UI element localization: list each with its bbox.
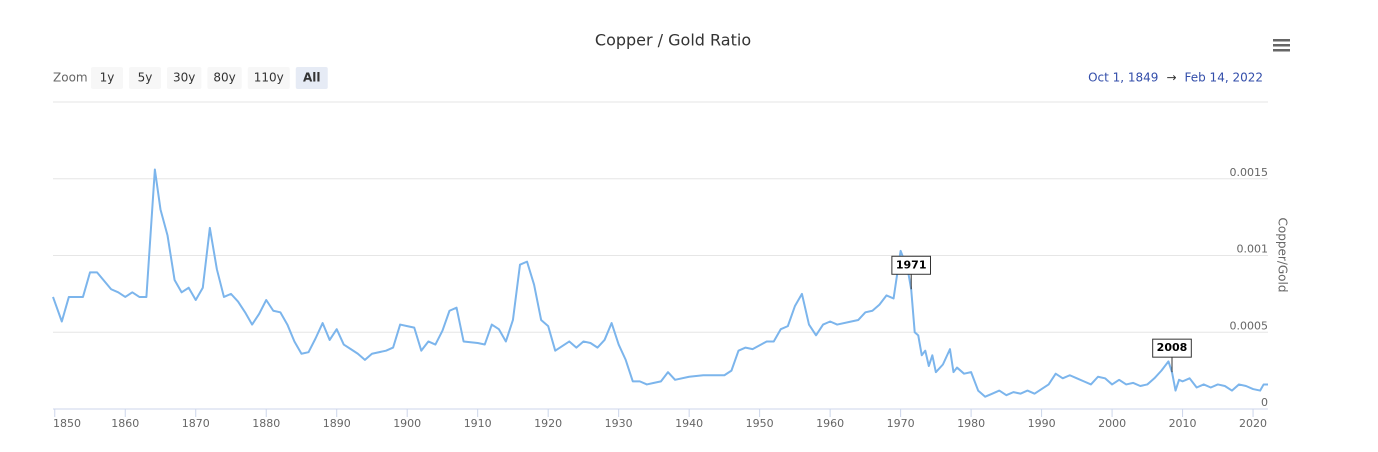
range-to[interactable]: Feb 14, 2022 <box>1185 71 1264 85</box>
zoom-button-label: 30y <box>173 71 195 85</box>
y-tick-label: 0.0015 <box>1230 166 1269 179</box>
x-tick-label: 2010 <box>1169 417 1197 430</box>
x-tick-label: 1970 <box>887 417 915 430</box>
zoom-button[interactable]: 1y <box>91 67 123 89</box>
annotation-label: 2008 <box>1157 341 1188 354</box>
zoom-button-bg <box>129 67 161 89</box>
x-tick-label: 1900 <box>393 417 421 430</box>
zoom-button-bg <box>91 67 123 89</box>
zoom-button[interactable]: 110y <box>247 67 290 89</box>
range-from[interactable]: Oct 1, 1849 <box>1088 71 1158 85</box>
menu-bar <box>1273 49 1290 52</box>
x-tick-label: 1910 <box>464 417 492 430</box>
x-tick-label: 2000 <box>1098 417 1126 430</box>
x-tick-label: 1880 <box>252 417 280 430</box>
zoom-button-bg <box>295 67 328 89</box>
zoom-button[interactable]: 80y <box>207 67 242 89</box>
x-tick-label: 1980 <box>957 417 985 430</box>
x-tick-label: 1890 <box>323 417 351 430</box>
annotation: 2008 <box>1152 338 1192 373</box>
zoom-button-label: All <box>303 71 321 85</box>
x-tick-label: 1940 <box>675 417 703 430</box>
zoom-button[interactable]: All <box>295 67 328 89</box>
x-tick-label: 2020 <box>1239 417 1267 430</box>
zoom-button[interactable]: 5y <box>129 67 161 89</box>
x-tick-label: 1930 <box>605 417 633 430</box>
annotation: 1971 <box>891 255 932 290</box>
annotation-box <box>891 255 932 275</box>
zoom-button-bg <box>247 67 290 89</box>
x-tick-label: 1920 <box>534 417 562 430</box>
x-tick-label: 1870 <box>182 417 210 430</box>
y-tick-label: 0.001 <box>1237 243 1269 256</box>
data-line <box>52 168 1268 398</box>
x-tick-label: 1990 <box>1028 417 1056 430</box>
x-tick-label: 1850 <box>53 417 81 430</box>
x-tick-label: 1960 <box>816 417 844 430</box>
range-separator: → <box>1166 71 1176 85</box>
x-tick-label: 1860 <box>111 417 139 430</box>
zoom-button-label: 110y <box>254 71 284 85</box>
y-tick-label: 0.0005 <box>1230 319 1269 332</box>
zoom-button[interactable]: 30y <box>167 67 202 89</box>
menu-bar <box>1273 39 1290 42</box>
x-tick-label: 1950 <box>746 417 774 430</box>
zoom-button-bg <box>207 67 242 89</box>
zoom-button-label: 5y <box>138 71 153 85</box>
zoom-button-bg <box>167 67 202 89</box>
chart-title: Copper / Gold Ratio <box>595 31 751 50</box>
annotation-label: 1971 <box>896 258 927 271</box>
menu-icon[interactable] <box>1273 39 1290 52</box>
zoom-button-label: 80y <box>213 71 235 85</box>
menu-bar <box>1273 44 1290 47</box>
zoom-button-label: 1y <box>100 71 115 85</box>
y-axis-label: Copper/Gold <box>1276 218 1290 293</box>
y-tick-label: 0 <box>1261 396 1268 409</box>
zoom-label: Zoom <box>53 71 88 85</box>
annotation-box <box>1152 338 1192 358</box>
